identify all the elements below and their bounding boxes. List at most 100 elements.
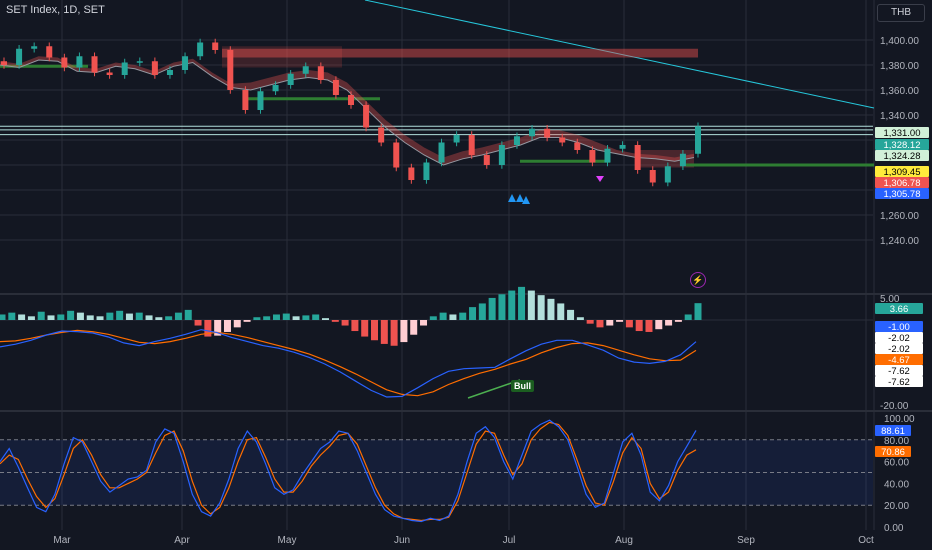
trend-line [364,0,875,109]
candle-body [76,56,83,68]
stoch-k-line [0,419,697,523]
macd-histogram-bar [586,320,594,324]
macd-histogram-bar [106,312,114,320]
y-tick-label: 100.00 [884,414,915,425]
candle-body [227,50,234,90]
x-tick-label: Apr [174,535,190,546]
macd-histogram-bar [576,317,584,320]
price-label-box [875,150,929,161]
macd-histogram-bar [214,320,222,336]
macd-histogram-bar [469,307,477,320]
ema-line [0,59,695,166]
macd-value-label: 3.66 [890,304,909,315]
candle-body [317,66,324,80]
macd-histogram-bar [312,314,320,320]
macd-histogram-bar [223,320,231,332]
candle-body [257,91,264,110]
macd-histogram-bar [645,320,653,332]
macd-value-label: -7.62 [888,377,910,388]
macd-histogram-bar [302,315,310,320]
macd-value-label: -7.62 [888,366,910,377]
y-tick-label: 1,360.00 [880,86,919,97]
stoch-value-label: 88.61 [881,426,905,437]
macd-histogram-bar [635,320,643,332]
buy-marker [516,194,524,202]
macd-histogram-bar [125,313,133,320]
bull-label: Bull [511,380,534,392]
price-label-box [875,139,929,150]
candle-body [664,166,671,183]
candle-body [348,95,354,105]
macd-histogram-bar [47,315,55,320]
macd-histogram-bar [8,312,16,320]
candle-body [166,70,173,75]
price-label-box [875,166,929,177]
candle-body [408,167,415,180]
candle-body [544,128,551,138]
candle-body [242,90,249,110]
lightning-icon[interactable]: ⚡ [690,272,706,288]
macd-value-box [875,376,923,387]
macd-histogram-bar [331,320,339,322]
buy-marker [508,194,516,202]
macd-histogram-bar [429,316,437,320]
macd-histogram-bar [537,295,545,320]
macd-histogram-bar [371,320,379,341]
macd-histogram-bar [282,313,290,320]
price-label: 1,328.12 [884,140,921,151]
candle-body [182,56,189,70]
candle-body [332,80,339,95]
candle-body [363,105,370,128]
macd-histogram-bar [155,317,163,320]
chart-title: SET Index, 1D, SET [6,4,105,16]
macd-histogram-bar [557,303,565,320]
candle-body [423,162,430,180]
ema-ribbon [0,56,694,165]
currency-button[interactable]: THB [877,4,925,22]
macd-histogram-bar [380,320,388,344]
price-label-box [875,188,929,199]
supply-zone [636,150,694,168]
x-tick-label: Oct [858,535,874,546]
price-label: 1,331.00 [884,128,921,139]
macd-histogram-bar [233,320,241,328]
macd-histogram-bar [655,320,663,330]
y-tick-label: 0.00 [884,523,904,534]
price-label: 1,305.78 [884,189,921,200]
x-tick-label: Aug [615,535,633,546]
macd-histogram-bar [449,314,457,320]
macd-histogram-bar [567,309,575,320]
macd-histogram-bar [400,320,408,343]
y-tick-label: 40.00 [884,479,909,490]
macd-line [0,329,697,398]
sell-marker [596,176,604,182]
y-tick-label: 1,240.00 [880,236,919,247]
macd-value-box [875,321,923,332]
candle-body [302,66,309,74]
macd-value-label: -4.67 [888,355,910,366]
macd-histogram-bar [0,314,6,320]
candle-body [272,85,279,92]
candle-body [197,42,204,57]
macd-value-box [875,343,923,354]
candle-body [378,127,385,143]
candle-body [483,155,490,165]
y-tick-label: 60.00 [884,458,909,469]
macd-histogram-bar [145,315,153,320]
x-tick-label: Mar [53,535,71,546]
macd-histogram-bar [67,310,75,320]
candle-body [31,46,38,49]
macd-histogram-bar [341,320,349,326]
candle-body [604,148,611,163]
candle-body [498,145,505,165]
y-tick-label: 1,260.00 [880,211,919,222]
candle-body [695,126,701,154]
macd-histogram-bar [57,314,65,320]
price-label: 1,309.45 [884,167,921,178]
macd-histogram-bar [606,320,614,326]
candle-body [679,153,686,167]
macd-histogram-bar [116,310,124,320]
macd-histogram-bar [18,314,26,320]
buy-marker [522,196,530,204]
